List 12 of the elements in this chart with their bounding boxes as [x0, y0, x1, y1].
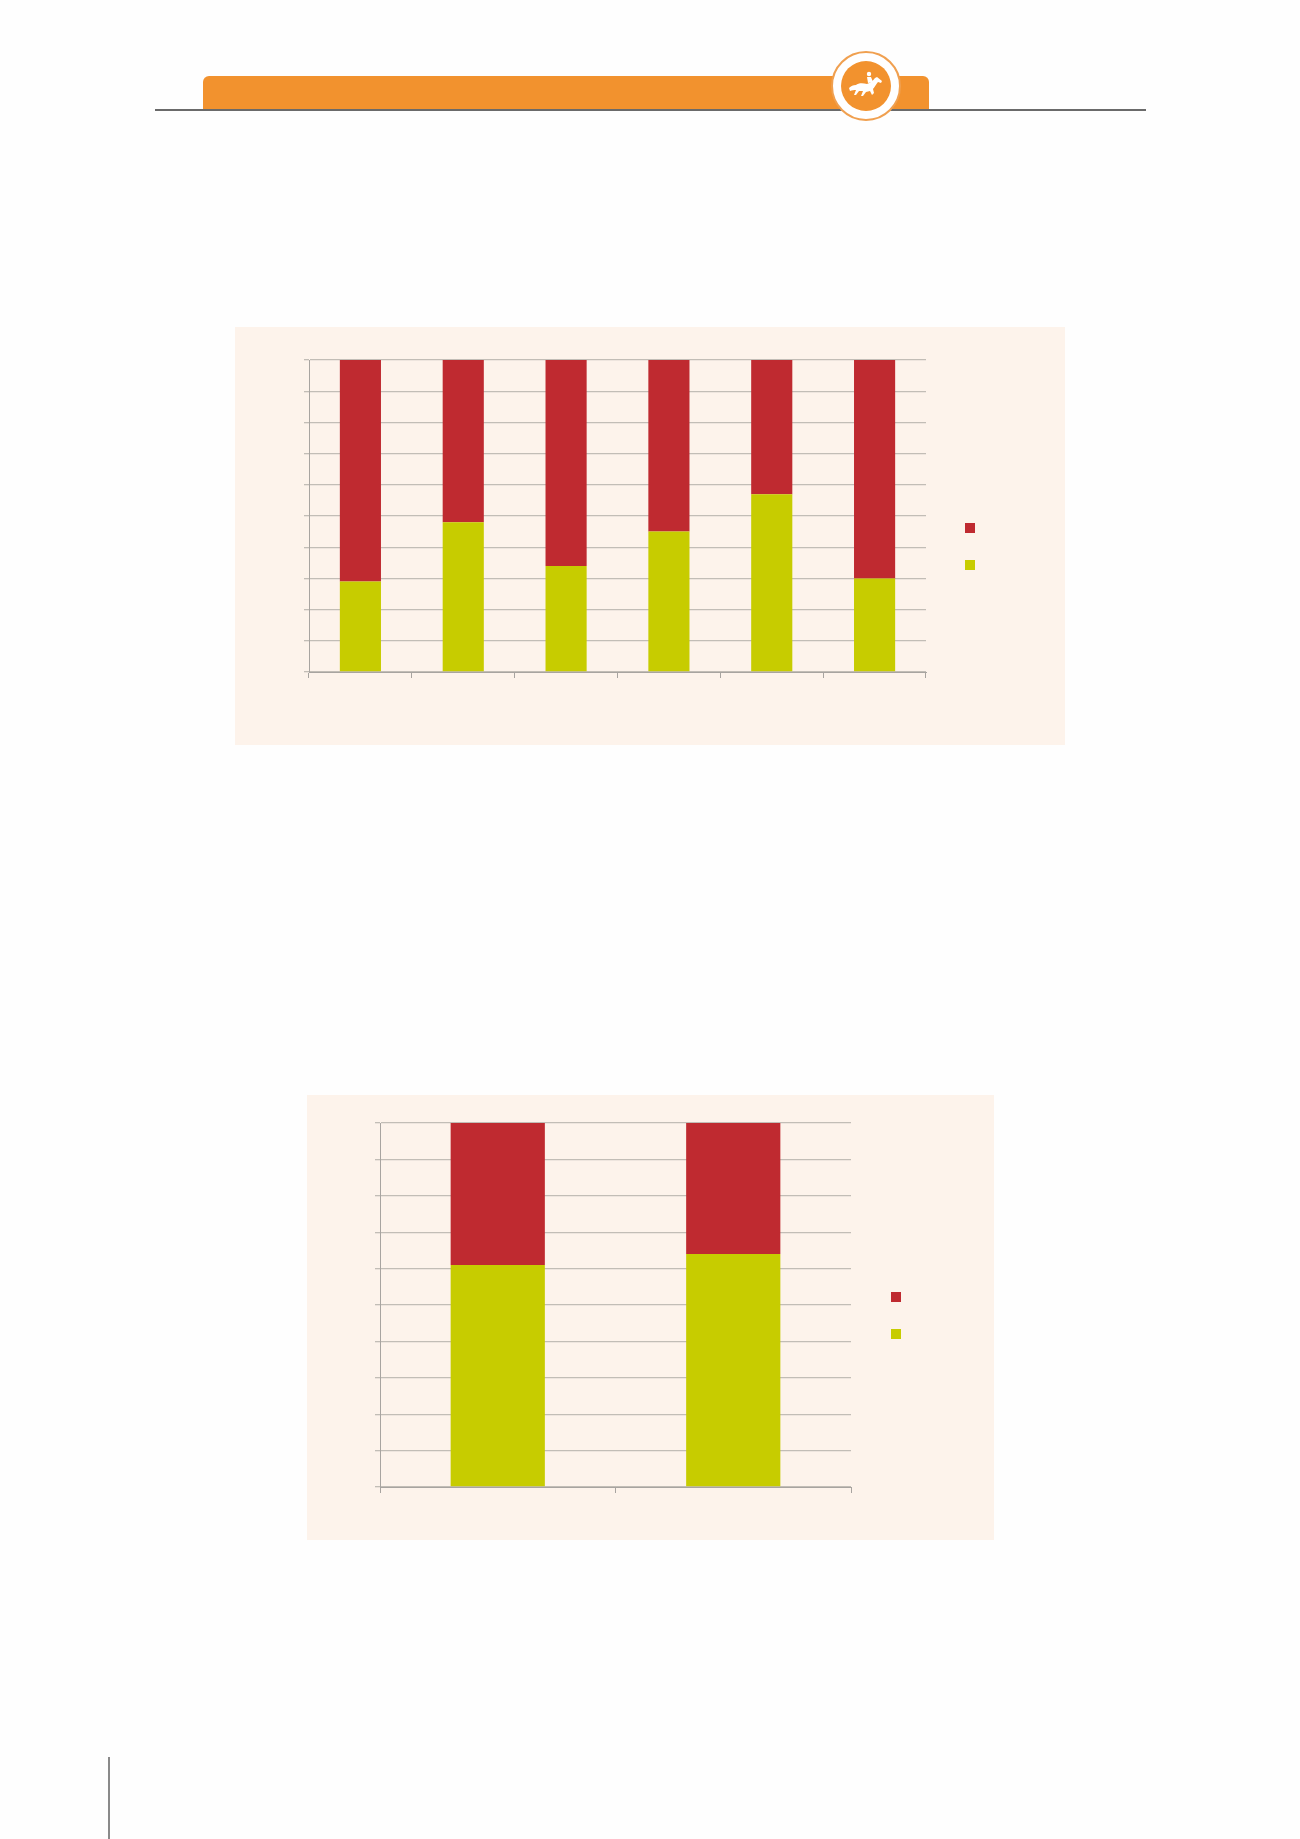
bar: [545, 360, 587, 566]
bar: [648, 531, 690, 672]
bar: [854, 360, 896, 579]
bar: [339, 360, 381, 582]
bar: [648, 360, 690, 532]
bar: [751, 494, 793, 672]
bar: [854, 578, 896, 672]
bar: [751, 360, 793, 495]
bar: [442, 360, 484, 523]
bar: [545, 565, 587, 672]
bar: [339, 581, 381, 672]
bar: [442, 522, 484, 672]
